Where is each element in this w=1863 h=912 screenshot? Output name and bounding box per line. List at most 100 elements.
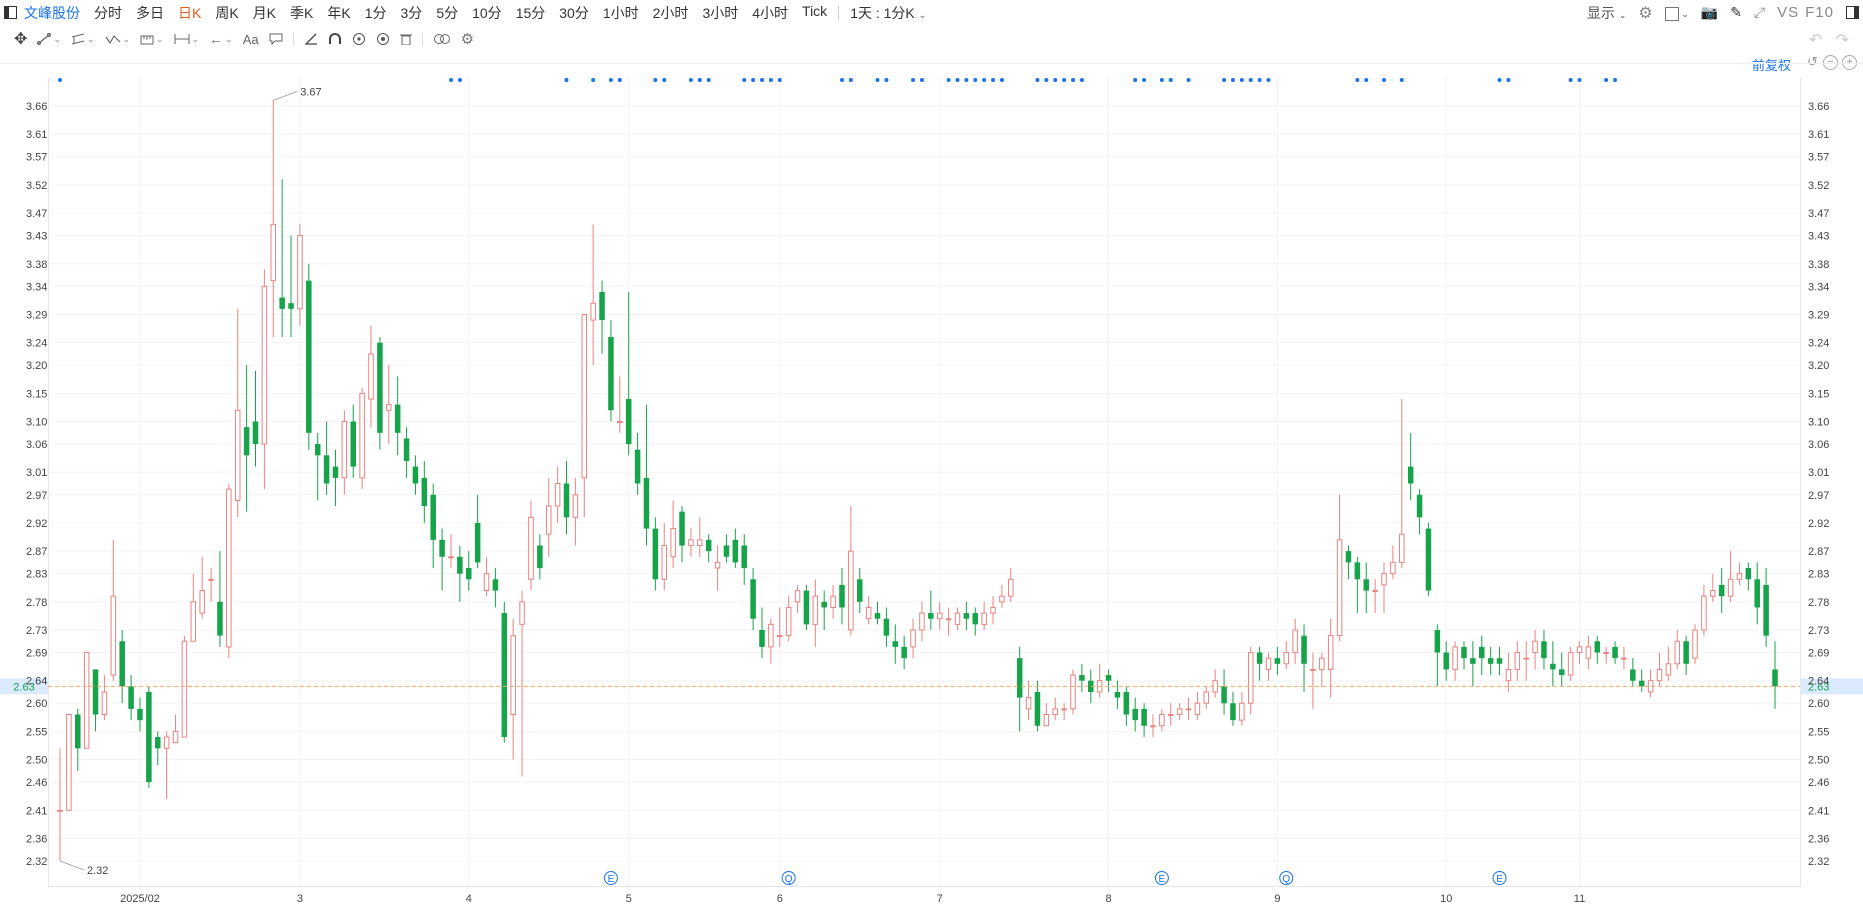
period-tab[interactable]: 月K: [252, 4, 277, 21]
arrow-icon[interactable]: ← ⌄: [209, 31, 233, 47]
channel-icon[interactable]: ⌄: [71, 33, 95, 45]
fullscreen-icon[interactable]: ⤢: [1753, 4, 1766, 20]
candle: [190, 573, 197, 642]
event-marker-label: Q: [1282, 874, 1290, 885]
comment-icon[interactable]: [269, 33, 283, 45]
x-axis: 2025/02 3 4 5 6 7 8 9 10 11: [120, 893, 1585, 905]
y-tick-label-left: 2.36: [26, 833, 47, 845]
range-icon[interactable]: ⌄: [174, 33, 200, 44]
angle-icon[interactable]: [304, 33, 318, 45]
y-tick-label-right: 2.69: [1808, 648, 1829, 660]
chart-grid: [0, 63, 1863, 887]
candle-body: [1372, 590, 1378, 593]
candle-body: [537, 545, 543, 569]
vs-button[interactable]: VS: [1777, 4, 1800, 21]
candle-body: [83, 652, 90, 749]
period-tab[interactable]: 30分: [559, 4, 589, 21]
period-tab[interactable]: 15分: [515, 4, 546, 21]
candle-body: [1008, 578, 1014, 597]
stock-name[interactable]: 文峰股份: [24, 4, 80, 21]
gear-icon[interactable]: ⚙: [460, 31, 475, 48]
candle: [928, 590, 934, 630]
y-tick-label-right: 3.66: [1808, 101, 1829, 113]
period-tab[interactable]: 日K: [178, 4, 202, 21]
candle-body: [590, 302, 596, 321]
candle: [1585, 635, 1592, 670]
settings-icon[interactable]: ⚙: [1638, 4, 1653, 22]
candle: [199, 556, 205, 619]
candle-body: [1167, 714, 1174, 717]
candle-body: [1576, 646, 1583, 654]
period-tab[interactable]: 10分: [472, 4, 502, 21]
candle: [226, 483, 232, 659]
camera-icon[interactable]: 📷: [1700, 4, 1719, 20]
period-tab[interactable]: 2小时: [652, 4, 689, 21]
candle: [1167, 703, 1174, 726]
candle-body: [163, 736, 170, 749]
period-toolbar: 文峰股份 分时 多日 日K 周K 月K 季K 年K 1分 3分 5分 10分 15分 30分 1小时 2小时…: [0, 0, 1863, 25]
candle: [1674, 629, 1681, 670]
candle-body: [785, 606, 792, 637]
candle-body: [226, 488, 232, 648]
candle: [1621, 646, 1627, 670]
pencil-icon[interactable]: ✎: [1730, 4, 1742, 20]
target-icon[interactable]: [376, 33, 390, 45]
candle-body: [261, 285, 268, 445]
candle-body: [1558, 669, 1565, 676]
candle: [1105, 669, 1112, 692]
candle-body: [732, 539, 739, 563]
x-tick-label: 6: [777, 893, 783, 905]
period-tab[interactable]: 1分: [364, 4, 387, 21]
signal-dot: [1266, 78, 1271, 82]
candle: [830, 584, 836, 619]
reset-icon[interactable]: ↺: [1807, 54, 1818, 69]
candle: [1301, 624, 1307, 692]
candle: [1212, 669, 1218, 698]
current-price-tag-left: [0, 678, 48, 695]
candle: [1701, 584, 1707, 636]
pattern-icon[interactable]: ⌄: [105, 33, 130, 45]
f10-button[interactable]: F10: [1805, 4, 1834, 21]
candle: [1683, 635, 1689, 676]
period-tab[interactable]: 季K: [290, 4, 314, 21]
period-tab[interactable]: 分时: [94, 4, 122, 21]
panel-icon[interactable]: [1846, 6, 1859, 19]
measure-icon[interactable]: ⌄: [140, 33, 164, 45]
period-tab[interactable]: 5分: [436, 4, 459, 21]
adjust-mode-button[interactable]: 前复权: [1751, 58, 1791, 73]
layout-icon[interactable]: ⌄: [1664, 4, 1689, 21]
period-tab[interactable]: 3分: [400, 4, 423, 21]
period-tab[interactable]: 1小时: [602, 4, 639, 21]
interval-selector[interactable]: 1天 : 1分K ⌄: [843, 3, 933, 23]
period-tab[interactable]: 周K: [215, 4, 239, 21]
candle-body: [234, 409, 241, 501]
text-icon[interactable]: Aa: [242, 31, 259, 47]
candle: [1532, 629, 1538, 670]
line-tool-icon[interactable]: ⌄: [37, 33, 61, 45]
candle-body: [954, 612, 961, 625]
period-tab[interactable]: 4小时: [752, 4, 789, 21]
move-icon[interactable]: ✥: [14, 31, 28, 48]
candle: [1363, 562, 1369, 614]
eye-icon[interactable]: [352, 33, 366, 45]
undo-icon[interactable]: ↶: [1808, 32, 1823, 49]
period-tab[interactable]: 年K: [327, 4, 351, 21]
zoom-out-icon[interactable]: −: [1823, 55, 1838, 70]
period-tab[interactable]: 3小时: [702, 4, 739, 21]
candle-body: [1772, 669, 1778, 687]
display-menu[interactable]: 显示 ⌄: [1587, 3, 1626, 23]
candle: [705, 534, 712, 563]
trash-icon[interactable]: [399, 33, 412, 45]
magnet-icon[interactable]: [328, 33, 342, 45]
period-tab[interactable]: Tick: [802, 2, 828, 19]
sidebar-toggle-icon[interactable]: [4, 6, 17, 19]
candle: [1123, 686, 1130, 726]
y-tick-label-right: 2.83: [1808, 569, 1829, 581]
y-tick-label-right: 2.92: [1808, 518, 1829, 530]
candle: [750, 568, 756, 630]
zoom-in-icon[interactable]: +: [1842, 55, 1857, 70]
redo-icon[interactable]: ↷: [1835, 32, 1849, 49]
period-tab[interactable]: 多日: [136, 4, 164, 21]
link-icon[interactable]: [433, 33, 451, 45]
